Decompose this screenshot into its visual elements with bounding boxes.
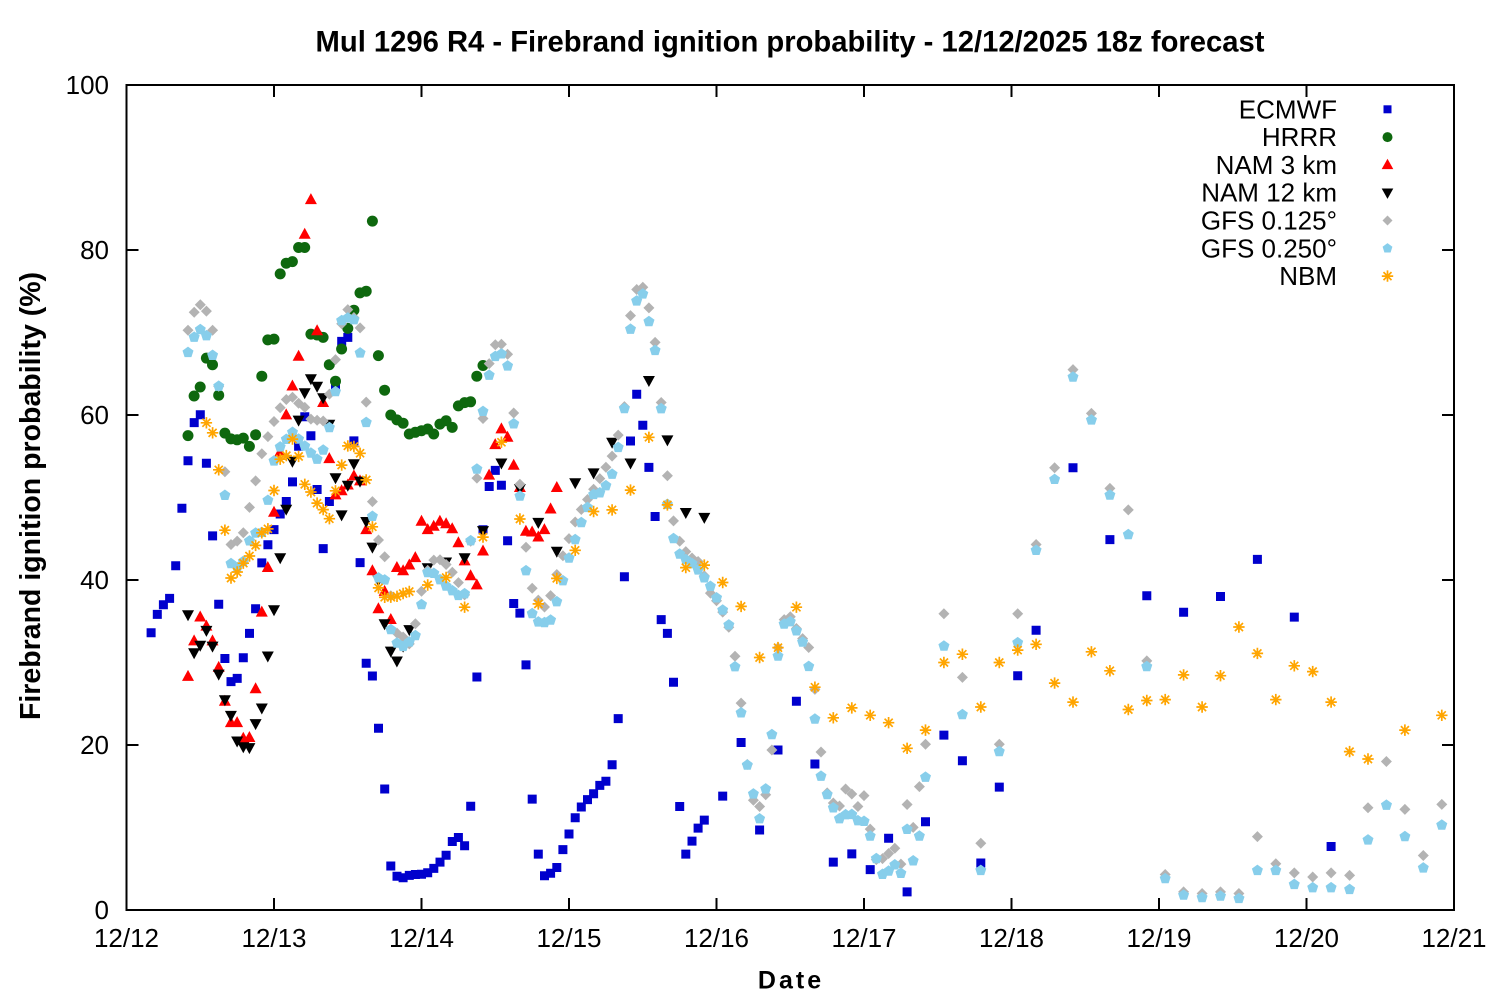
svg-text:NAM 12 km: NAM 12 km	[1201, 178, 1337, 208]
svg-text:Mul 1296 R4 - Firebrand igniti: Mul 1296 R4 - Firebrand ignition probabi…	[316, 27, 1265, 59]
svg-text:12/15: 12/15	[536, 923, 601, 953]
svg-text:12/19: 12/19	[1126, 923, 1191, 953]
svg-text:0: 0	[95, 895, 109, 925]
svg-text:ECMWF: ECMWF	[1239, 94, 1337, 124]
svg-text:NBM: NBM	[1279, 261, 1337, 291]
svg-text:12/18: 12/18	[979, 923, 1044, 953]
svg-text:GFS 0.250°: GFS 0.250°	[1201, 233, 1337, 263]
svg-text:Firebrand ignition probability: Firebrand ignition probability (%)	[15, 272, 47, 720]
svg-text:12/16: 12/16	[684, 923, 749, 953]
svg-text:12/13: 12/13	[241, 923, 306, 953]
svg-text:NAM 3 km: NAM 3 km	[1216, 150, 1337, 180]
svg-text:12/17: 12/17	[831, 923, 896, 953]
svg-text:12/14: 12/14	[389, 923, 454, 953]
svg-text:HRRR: HRRR	[1262, 122, 1337, 152]
svg-text:40: 40	[80, 565, 109, 595]
svg-text:20: 20	[80, 730, 109, 760]
svg-text:Date: Date	[758, 967, 824, 995]
svg-text:60: 60	[80, 400, 109, 430]
svg-text:12/20: 12/20	[1274, 923, 1339, 953]
svg-text:12/21: 12/21	[1421, 923, 1486, 953]
svg-text:80: 80	[80, 235, 109, 265]
svg-text:12/12: 12/12	[94, 923, 159, 953]
svg-text:GFS 0.125°: GFS 0.125°	[1201, 206, 1337, 236]
svg-text:100: 100	[66, 70, 109, 100]
